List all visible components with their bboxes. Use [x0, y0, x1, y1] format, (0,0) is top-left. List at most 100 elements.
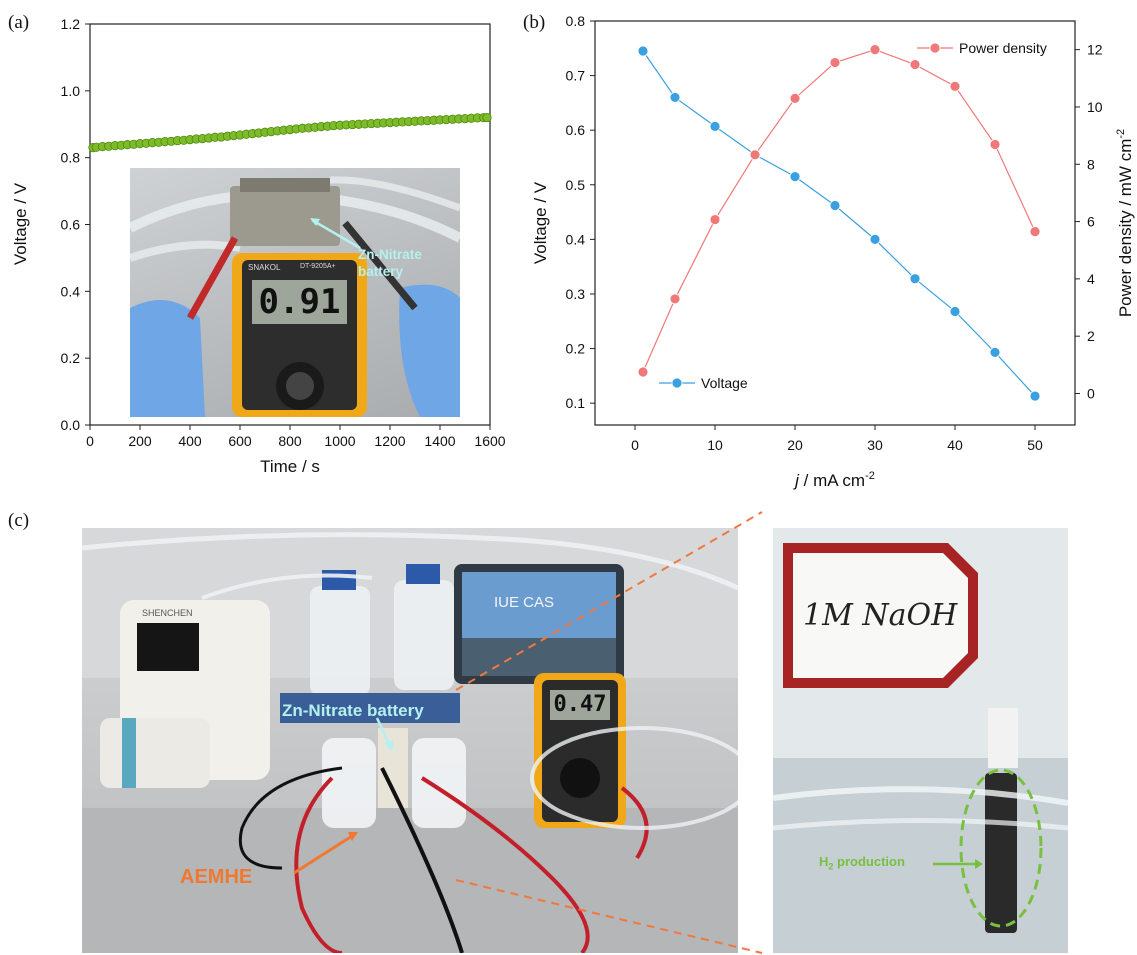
photo-c-meter-reading: 0.47	[553, 692, 607, 717]
pump-screen	[137, 623, 199, 671]
chart-a-x-tick-label: 1400	[424, 433, 455, 449]
inset-photo-zn-nitrate-battery: 0.91 SNAKOL DT-9205A+ Zn-Nitrate battery	[130, 168, 460, 417]
chart-b-point-power-density	[1029, 226, 1041, 237]
chart-a-x-tick-label: 400	[178, 433, 202, 449]
inset-meter-model: DT-9205A+	[300, 263, 336, 270]
chart-a-xlabel: Time / s	[260, 457, 320, 476]
multimeter-c-display	[550, 690, 610, 720]
left-glove	[130, 300, 205, 417]
chart-b-point-voltage	[789, 171, 801, 182]
chart-b-legend-label: Power density	[959, 40, 1047, 56]
chart-a-x-tick-label: 200	[128, 433, 152, 449]
chart-a-point	[482, 112, 492, 123]
chart-b-point-power-density	[869, 44, 881, 56]
inset-meter-reading: 0.91	[258, 282, 341, 322]
chart-b-y-tick-label: 0.6	[566, 122, 586, 138]
chart-b-y2-tick-label: 0	[1087, 385, 1095, 401]
cell-bottle-right	[412, 738, 466, 828]
photo-c-battery-label: Zn-Nitrate battery	[282, 701, 424, 720]
chart-b-y2-tick-label: 10	[1087, 99, 1103, 115]
chart-b-x-tick-label: 40	[947, 437, 963, 453]
chart-b-ylabel: Voltage / V	[531, 181, 550, 264]
chart-b-legend-marker	[671, 377, 683, 389]
chart-b-series-line-voltage	[642, 50, 1036, 397]
chart-b-point-voltage	[909, 273, 921, 285]
h2-highlight-circle	[959, 768, 1043, 928]
chart-a-y-tick-label: 0.8	[61, 150, 81, 166]
panel-label-c: (c)	[8, 510, 30, 531]
chart-b-y-tick-label: 0.1	[566, 395, 586, 411]
chart-a-x-tick-label: 1000	[324, 433, 355, 449]
chart-b-polarization: 0 10 20 30 40 50 0.1 0.2 0.3 0.4 0.5 0.6 0.7 0.8 0 2 4 6 8…	[531, 13, 1135, 490]
photo-c-screen-text: IUE CAS	[494, 594, 555, 611]
photo-c-zoom: 1M NaOH H2 production	[773, 528, 1068, 953]
photo-c-pump-brand: SHENCHEN	[142, 608, 193, 618]
chart-b-point-power-density	[669, 293, 681, 305]
chart-b-series-line-power-density	[642, 49, 1036, 373]
chart-b-y-tick-label: 0.2	[566, 341, 586, 357]
chart-b-y-tick-label: 0.5	[566, 177, 586, 193]
chart-b-legend-label: Voltage	[701, 375, 748, 391]
chart-b-y-tick-label: 0.7	[566, 68, 586, 84]
chart-a-y-tick-label: 0.2	[61, 350, 81, 366]
chart-a-x-tick-label: 1600	[474, 433, 505, 449]
chart-b-point-voltage	[1029, 390, 1041, 402]
chart-b-y2-tick-label: 2	[1087, 328, 1095, 344]
photo-c-setup: 0.47 SHENCHEN IUE CAS Zn-Nitrate battery…	[82, 528, 738, 953]
inset-arrow	[311, 218, 361, 250]
chart-b-point-power-density	[949, 80, 961, 92]
chart-b-point-power-density	[789, 92, 801, 104]
black-probe	[342, 220, 418, 311]
electrode	[985, 773, 1017, 933]
chart-b-y2-tick-label: 4	[1087, 271, 1095, 287]
right-glove	[399, 284, 460, 417]
stand	[280, 693, 460, 723]
chart-b-point-voltage	[669, 92, 681, 103]
chart-b-point-voltage	[949, 306, 961, 317]
inset-meter-brand: SNAKOL	[248, 263, 281, 272]
chart-b-y-tick-label: 0.4	[566, 231, 586, 247]
photo-c-aemhe-label: AEMHE	[180, 866, 253, 888]
inset-battery-label: Zn-Nitrate battery	[358, 247, 422, 279]
chart-b-x-tick-label: 10	[707, 437, 723, 453]
chart-a-y-tick-label: 0.4	[61, 283, 81, 299]
chart-b-legend-marker	[929, 42, 941, 54]
aemhe-arrow	[293, 834, 353, 875]
chart-b-point-power-density	[749, 149, 761, 161]
red-probe	[186, 236, 239, 320]
chart-b-point-power-density	[909, 59, 921, 70]
chart-b-point-voltage	[869, 233, 881, 245]
photo-c-h2-label: H2 production	[819, 854, 905, 872]
chart-a-x-tick-label: 1200	[374, 433, 405, 449]
chart-b-y-tick-label: 0.8	[566, 13, 586, 29]
chart-b-point-voltage	[637, 45, 649, 57]
chart-a-x-tick-label: 0	[86, 433, 94, 449]
battery-cell	[230, 186, 340, 246]
chart-b-x-tick-label: 50	[1027, 437, 1043, 453]
chart-b-point-power-density	[989, 139, 1001, 150]
chart-b-y-tick-label: 0.3	[566, 286, 586, 302]
chart-a-y-tick-label: 0.0	[61, 417, 81, 433]
chart-b-y2-tick-label: 8	[1087, 156, 1095, 172]
multimeter-display	[252, 280, 347, 324]
chart-b-y2-tick-label: 6	[1087, 214, 1095, 230]
chart-b-point-voltage	[989, 346, 1001, 358]
panel-label-a: (a)	[8, 12, 30, 33]
panel-label-b: (b)	[523, 12, 546, 33]
bottle-1	[310, 586, 370, 696]
chart-b-x-tick-label: 20	[787, 437, 803, 453]
chart-a-x-tick-label: 600	[228, 433, 252, 449]
chart-a-x-tick-label: 800	[278, 433, 302, 449]
chart-b-plot-frame	[594, 20, 1076, 426]
chart-b-point-voltage	[829, 200, 841, 211]
chart-b-y2-tick-label: 12	[1087, 42, 1103, 58]
battery-arrow	[375, 717, 392, 747]
chart-a-voltage-vs-time: 0 200 400 600 800 1000 1200 1400 1600 0.0 0.2 0.4 0.…	[11, 16, 506, 476]
chart-b-point-power-density	[709, 214, 721, 225]
cell-bottle-left	[322, 738, 376, 828]
chart-b-xlabel: j / mA cm-2	[793, 470, 875, 490]
chart-b-point-power-density	[637, 366, 649, 378]
chart-b-point-power-density	[829, 57, 841, 68]
chart-a-y-tick-label: 1.2	[61, 16, 81, 32]
bottle-2	[394, 580, 454, 690]
